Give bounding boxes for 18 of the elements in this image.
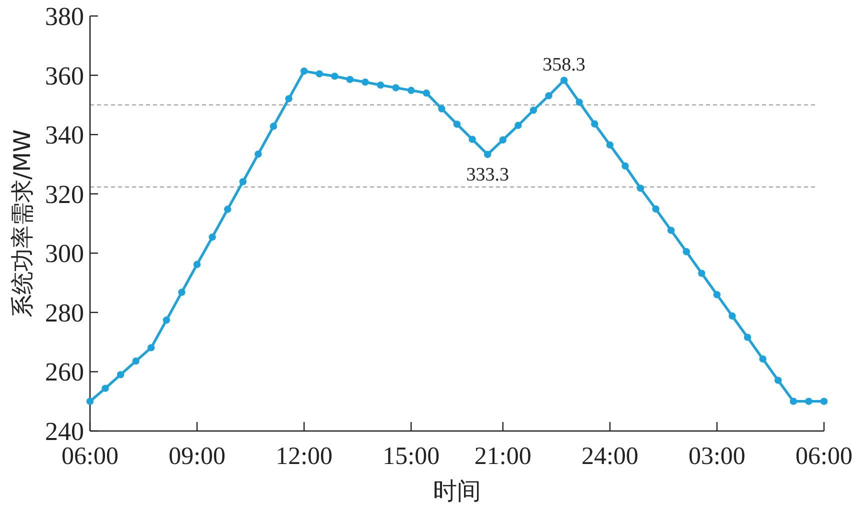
x-tick-label: 09:00 (168, 443, 226, 470)
y-axis-title: 系统功率需求/MW (10, 129, 36, 318)
x-tick-label: 12:00 (276, 443, 333, 470)
y-tick-label: 320 (45, 180, 84, 209)
x-tick-label: 21:00 (474, 443, 532, 470)
x-tick-label: 06:00 (796, 443, 852, 470)
x-axis-title: 时间 (433, 477, 481, 505)
y-tick-label: 300 (45, 239, 84, 268)
y-tick-label: 240 (45, 417, 84, 446)
x-tick-label: 15:00 (382, 443, 440, 470)
x-tick-label: 03:00 (688, 443, 746, 470)
y-tick-label: 340 (45, 120, 84, 150)
y-tick-label: 280 (45, 298, 84, 328)
y-tick-label: 380 (45, 2, 84, 31)
x-tick-label: 06:00 (62, 443, 118, 470)
y-tick-label: 360 (45, 61, 84, 90)
y-tick-label: 260 (45, 358, 84, 387)
x-tick-label: 24:00 (581, 443, 638, 470)
